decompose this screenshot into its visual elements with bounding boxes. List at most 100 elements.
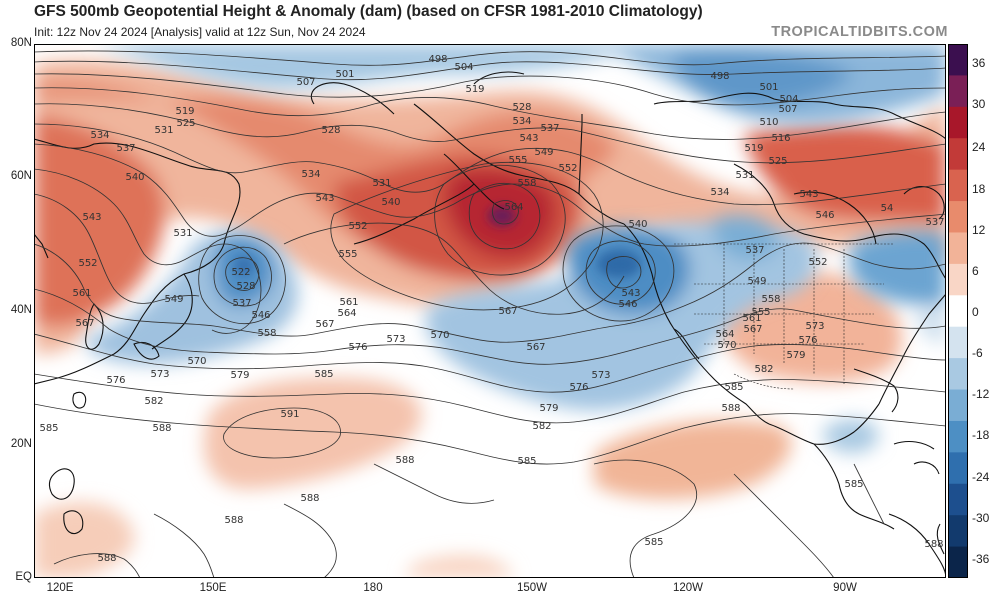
- contour-label: 528: [236, 281, 255, 292]
- lat-label-80n: 80N: [10, 37, 32, 49]
- contour-label: 573: [591, 370, 610, 381]
- contour-label: 573: [805, 321, 824, 332]
- contour-label: 528: [321, 125, 340, 136]
- contour-label: 507: [778, 104, 797, 115]
- contour-label: 540: [125, 172, 144, 183]
- contour-label: 588: [97, 553, 116, 564]
- contour-label: 567: [75, 318, 94, 329]
- contour-label: 570: [430, 330, 449, 341]
- contour-label: 546: [618, 299, 637, 310]
- contour-label: 582: [532, 421, 551, 432]
- contour-label: 558: [517, 178, 536, 189]
- contour-label: 567: [526, 342, 545, 353]
- anomaly-shading: [34, 44, 946, 578]
- contour-label: 549: [534, 147, 553, 158]
- contour-label: 573: [386, 334, 405, 345]
- contour-label: 516: [771, 133, 790, 144]
- contour-label: 528: [512, 102, 531, 113]
- brand-watermark[interactable]: TROPICALTIDBITS.COM: [771, 24, 948, 40]
- contour-label: 546: [815, 210, 834, 221]
- contour-label: 555: [508, 155, 527, 166]
- colorbar-label: 6: [972, 264, 979, 278]
- colorbar-label: -30: [972, 511, 990, 525]
- contour-label: 510: [759, 117, 778, 128]
- height-contours: [34, 50, 946, 578]
- contour-label: 576: [348, 342, 367, 353]
- contour-label: 531: [154, 125, 173, 136]
- colorbar-bins: [948, 44, 968, 578]
- colorbar-bin: [948, 452, 968, 485]
- contour-label: 558: [761, 294, 780, 305]
- lon-label-90w: 90W: [833, 582, 857, 594]
- contour-label: 588: [395, 455, 414, 466]
- colorbar-bin: [948, 106, 968, 139]
- lon-label-150e: 150E: [199, 582, 227, 594]
- contour-label: 54: [881, 203, 894, 214]
- contour-label: 576: [106, 375, 125, 386]
- contour-label: 549: [747, 276, 766, 287]
- colorbar-bin: [948, 389, 968, 422]
- lon-label-150w: 150W: [516, 582, 548, 594]
- contour-label: 543: [621, 288, 640, 299]
- contour-label: 498: [428, 54, 447, 65]
- contour-label: 561: [72, 288, 91, 299]
- contour-label: 585: [39, 423, 58, 434]
- contour-label: 588: [224, 515, 243, 526]
- contour-label: 543: [315, 193, 334, 204]
- contour-label: 531: [372, 178, 391, 189]
- chart-title: GFS 500mb Geopotential Height & Anomaly …: [34, 3, 703, 20]
- contour-label: 519: [175, 106, 194, 117]
- colorbar-label: 30: [972, 97, 986, 111]
- lon-label-180: 180: [363, 582, 383, 594]
- contour-label: 504: [454, 62, 473, 73]
- contour-label: 585: [724, 382, 743, 393]
- contour-label: 564: [504, 202, 523, 213]
- contour-label: 543: [519, 133, 538, 144]
- contour-label: 579: [230, 370, 249, 381]
- contour-label: 558: [257, 328, 276, 339]
- contour-label: 570: [187, 356, 206, 367]
- lat-label-40n: 40N: [10, 304, 32, 316]
- lat-label-20n: 20N: [10, 438, 32, 450]
- contour-label: 507: [296, 77, 315, 88]
- colorbar-bin: [948, 232, 968, 265]
- lat-label-60n: 60N: [10, 170, 32, 182]
- contour-label: 522: [231, 267, 250, 278]
- contour-label: 570: [717, 340, 736, 351]
- height-anomaly-map[interactable]: 4985045015075194985015045075105165195255…: [34, 44, 946, 578]
- contour-label: 573: [150, 369, 169, 380]
- contour-label: 585: [844, 479, 863, 490]
- contour-label: 588: [300, 493, 319, 504]
- contour-label: 555: [751, 307, 770, 318]
- lon-label-120w: 120W: [672, 582, 704, 594]
- contour-label: 564: [337, 308, 356, 319]
- contour-label: 504: [779, 94, 798, 105]
- colorbar-label: 36: [972, 56, 986, 70]
- contour-label: 540: [381, 197, 400, 208]
- contour-label: 501: [759, 82, 778, 93]
- contour-label: 564: [715, 329, 734, 340]
- colorbar-label: -18: [972, 428, 990, 442]
- contour-label: 552: [78, 258, 97, 269]
- colorbar-label: -36: [972, 552, 990, 566]
- contour-label: 498: [710, 71, 729, 82]
- contour-label: 555: [338, 249, 357, 260]
- contour-label: 534: [710, 187, 729, 198]
- contour-label: 582: [144, 396, 163, 407]
- contour-label: 534: [301, 169, 320, 180]
- contour-label: 567: [315, 319, 334, 330]
- contour-label: 519: [744, 143, 763, 154]
- colorbar-label: 12: [972, 223, 986, 237]
- contour-label: 537: [540, 123, 559, 134]
- contour-label: 552: [558, 163, 577, 174]
- contour-label: 501: [335, 69, 354, 80]
- contour-label: 549: [164, 294, 183, 305]
- contour-label: 537: [116, 143, 135, 154]
- contour-label: 585: [644, 537, 663, 548]
- colorbar-bin: [948, 326, 968, 359]
- colorbar-bin: [948, 420, 968, 453]
- contour-label: 537: [745, 245, 764, 256]
- contour-label: 534: [512, 116, 531, 127]
- contour-label: 537: [232, 298, 251, 309]
- colorbar-label: -24: [972, 470, 990, 484]
